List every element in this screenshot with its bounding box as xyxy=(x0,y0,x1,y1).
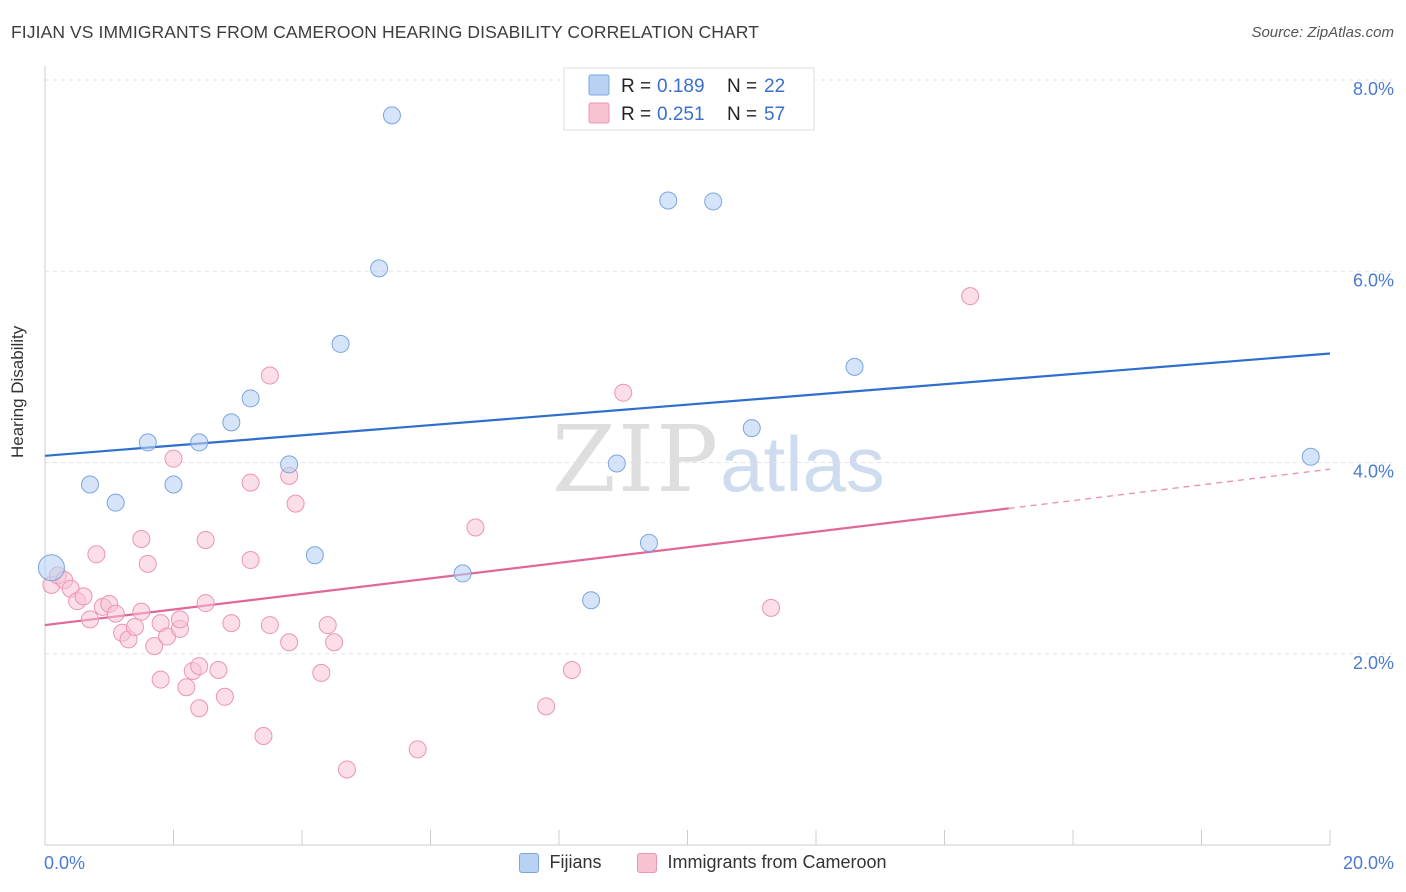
point-cameroon xyxy=(961,287,980,306)
point-fijians xyxy=(241,389,260,408)
point-fijians xyxy=(37,554,65,582)
point-cameroon xyxy=(196,594,215,613)
point-cameroon xyxy=(260,616,279,635)
point-cameroon xyxy=(318,616,337,635)
point-cameroon xyxy=(125,617,144,636)
chart-title: FIJIAN VS IMMIGRANTS FROM CAMEROON HEARI… xyxy=(11,22,760,42)
trend-line-cameroon xyxy=(44,507,1009,627)
point-cameroon xyxy=(106,604,125,623)
y-tick-label: 4.0% xyxy=(1353,462,1394,482)
point-cameroon xyxy=(164,449,183,468)
point-cameroon xyxy=(196,530,215,549)
point-cameroon xyxy=(222,614,241,633)
legend-item-fijians: Fijians xyxy=(519,852,601,873)
point-cameroon xyxy=(74,587,93,606)
point-fijians xyxy=(370,259,389,278)
legend-n-value: 22 xyxy=(764,76,785,97)
legend-swatch-1 xyxy=(588,102,610,124)
point-fijians xyxy=(659,191,678,210)
fijians-swatch xyxy=(519,852,540,873)
point-cameroon xyxy=(209,661,228,680)
point-fijians xyxy=(845,357,864,376)
bottom-legend: Fijians Immigrants from Cameroon xyxy=(0,852,1406,873)
point-fijians xyxy=(138,433,157,452)
legend-n-value: 57 xyxy=(764,104,785,125)
point-cameroon xyxy=(280,633,299,652)
point-cameroon xyxy=(260,366,279,385)
point-cameroon xyxy=(177,678,196,697)
point-fijians xyxy=(80,475,99,494)
point-fijians xyxy=(1301,447,1320,466)
point-cameroon xyxy=(614,383,633,402)
point-fijians xyxy=(742,419,761,438)
point-fijians xyxy=(190,433,209,452)
x-tick-label-max: 20.0% xyxy=(1343,853,1394,873)
watermark-zip: ZIP xyxy=(552,406,721,513)
point-fijians xyxy=(106,493,125,512)
axes xyxy=(44,66,1331,846)
legend-label-fijians: Fijians xyxy=(549,852,602,872)
y-tick-label: 6.0% xyxy=(1353,270,1394,290)
x-tick-label-min: 0.0% xyxy=(44,853,85,873)
point-cameroon xyxy=(466,518,485,537)
point-fijians xyxy=(331,334,350,353)
point-fijians xyxy=(453,564,472,583)
point-fijians xyxy=(607,454,626,473)
source-label: Source: ZipAtlas.com xyxy=(1251,24,1394,41)
point-cameroon xyxy=(190,699,209,718)
point-cameroon xyxy=(325,633,344,652)
point-cameroon xyxy=(241,551,260,570)
trend-lines xyxy=(44,352,1331,627)
point-cameroon xyxy=(132,530,151,548)
point-cameroon xyxy=(80,610,99,629)
data-points xyxy=(37,106,1320,779)
trend-line-cameroon-extension xyxy=(1008,468,1331,510)
legend-n-label: N = xyxy=(727,104,757,125)
legend-r-label: R = xyxy=(621,76,651,97)
y-tick-label: 2.0% xyxy=(1353,653,1394,673)
point-cameroon xyxy=(145,637,164,656)
y-tick-label: 8.0% xyxy=(1353,79,1394,99)
point-cameroon xyxy=(408,740,427,759)
point-cameroon xyxy=(337,760,356,779)
point-cameroon xyxy=(762,598,781,617)
point-fijians xyxy=(305,546,324,565)
point-fijians xyxy=(164,475,183,494)
point-cameroon xyxy=(132,602,151,621)
legend: R = 0.189 N = 22 R = 0.251 N = 57 xyxy=(563,67,815,131)
legend-r-label: R = xyxy=(621,104,651,125)
point-cameroon xyxy=(254,726,273,745)
point-cameroon xyxy=(562,661,581,680)
point-cameroon xyxy=(537,697,556,716)
point-fijians xyxy=(222,413,241,432)
point-cameroon xyxy=(312,663,331,682)
point-fijians xyxy=(639,533,658,552)
point-fijians xyxy=(704,192,723,211)
point-fijians xyxy=(582,591,601,610)
point-cameroon xyxy=(138,554,157,573)
legend-label-cameroon: Immigrants from Cameroon xyxy=(667,852,887,872)
legend-r-value: 0.189 xyxy=(657,76,705,97)
point-cameroon xyxy=(87,545,106,564)
cameroon-swatch xyxy=(637,852,658,873)
legend-swatch-0 xyxy=(588,74,610,96)
tick-labels: 2.0% 4.0% 6.0% 8.0% 0.0% 20.0% xyxy=(44,79,1394,873)
legend-n-label: N = xyxy=(727,76,757,97)
trend-line-fijians xyxy=(44,352,1331,457)
legend-item-cameroon: Immigrants from Cameroon xyxy=(637,852,887,873)
point-fijians xyxy=(382,106,401,125)
point-cameroon xyxy=(190,657,209,676)
point-cameroon xyxy=(215,687,234,706)
point-cameroon xyxy=(170,610,189,629)
legend-r-value: 0.251 xyxy=(657,104,705,125)
point-cameroon xyxy=(151,670,170,689)
point-fijians xyxy=(280,455,299,474)
point-cameroon xyxy=(241,473,260,492)
point-cameroon xyxy=(286,494,305,513)
